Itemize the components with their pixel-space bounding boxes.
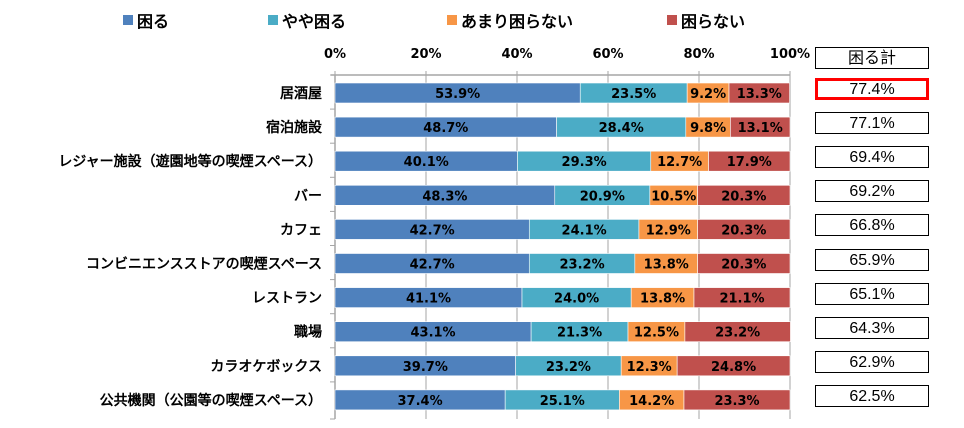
data-label: 48.3%	[422, 189, 467, 204]
category-label: レストラン	[252, 291, 322, 307]
total-value: 62.9%	[815, 350, 929, 373]
data-label: 42.7%	[410, 258, 455, 273]
data-label: 42.7%	[410, 223, 455, 238]
data-label: 53.9%	[435, 87, 480, 102]
totals-header: 困る計	[815, 47, 929, 69]
total-value-highlighted: 77.4%	[815, 78, 929, 100]
bar-segment	[697, 219, 791, 240]
data-label: 29.3%	[562, 155, 607, 170]
data-label: 37.4%	[398, 394, 443, 409]
bar-segment	[697, 253, 791, 274]
data-label: 13.1%	[738, 121, 783, 136]
data-label: 9.8%	[690, 121, 726, 136]
data-label: 21.3%	[557, 326, 602, 341]
bar-segment	[676, 355, 791, 377]
bar-segment	[728, 82, 790, 104]
total-value: 77.1%	[815, 112, 929, 135]
data-label: 41.1%	[406, 292, 451, 307]
total-value: 66.8%	[815, 214, 929, 237]
data-label: 20.3%	[721, 189, 766, 204]
legend-item-komaru: 困る	[123, 8, 169, 32]
category-label: レジャー施設（遊園地等の喫煙スペース）	[58, 153, 322, 170]
legend-item-komaranai: 困らない	[667, 8, 745, 32]
legend-swatch-komaru	[123, 15, 133, 25]
category-label: コンビニエンスストアの喫煙スペース	[86, 256, 322, 273]
legend-label: 困る	[137, 12, 170, 31]
data-label: 23.2%	[546, 360, 591, 375]
data-label: 13.8%	[644, 258, 689, 273]
category-label: 公共機関（公園等の喫煙スペース）	[100, 392, 322, 409]
bar-segment	[730, 116, 791, 138]
legend-swatch-komaranai	[667, 15, 677, 25]
data-label: 21.1%	[719, 292, 764, 307]
data-label: 40.1%	[404, 155, 449, 170]
bar-segment	[693, 287, 791, 308]
data-label: 13.3%	[737, 87, 782, 102]
legend-item-amari-komaranai: あまり困らない	[447, 8, 573, 32]
total-value: 65.9%	[815, 248, 929, 271]
total-value: 62.5%	[815, 384, 929, 407]
data-label: 20.3%	[721, 223, 766, 238]
data-label: 24.8%	[711, 360, 756, 375]
x-tick-label: 60%	[592, 47, 623, 62]
data-label: 20.9%	[580, 189, 625, 204]
data-label: 48.7%	[423, 121, 468, 136]
legend-item-yaya-komaru: やや困る	[268, 8, 346, 32]
legend-label: やや困る	[282, 12, 347, 31]
category-label: 居酒屋	[280, 86, 322, 102]
data-label: 12.7%	[657, 155, 702, 170]
total-value: 69.2%	[815, 180, 929, 203]
legend-swatch-yaya-komaru	[268, 15, 278, 25]
bar-segment	[697, 185, 791, 206]
data-label: 12.9%	[646, 223, 691, 238]
data-label: 23.2%	[560, 258, 605, 273]
data-label: 25.1%	[540, 394, 585, 409]
category-label: カラオケボックス	[210, 359, 322, 375]
x-tick-label: 20%	[410, 47, 441, 62]
data-label: 20.3%	[721, 258, 766, 273]
x-tick-label: 0%	[324, 47, 346, 62]
bar-segment	[708, 150, 791, 172]
data-label: 28.4%	[599, 121, 644, 136]
category-label: 職場	[294, 324, 322, 341]
data-label: 24.1%	[562, 223, 607, 238]
data-label: 14.2%	[629, 394, 674, 409]
chart-legend: 困る やや困る あまり困らない 困らない	[0, 8, 964, 36]
data-label: 12.5%	[634, 326, 679, 341]
data-label: 23.3%	[714, 394, 759, 409]
data-label: 23.2%	[715, 326, 760, 341]
legend-label: 困らない	[681, 12, 746, 31]
data-label: 12.3%	[627, 360, 672, 375]
data-label: 10.5%	[651, 189, 696, 204]
data-label: 13.8%	[640, 292, 685, 307]
bar-segment	[683, 389, 791, 411]
data-label: 9.2%	[690, 87, 726, 102]
category-label: カフェ	[280, 222, 322, 238]
x-tick-label: 100%	[770, 47, 810, 62]
legend-swatch-amari-komaranai	[447, 15, 457, 25]
category-label: 宿泊施設	[266, 119, 323, 136]
data-label: 43.1%	[410, 326, 455, 341]
legend-label: あまり困らない	[461, 12, 574, 31]
total-value: 65.1%	[815, 282, 929, 305]
data-label: 39.7%	[403, 360, 448, 375]
x-tick-label: 80%	[683, 47, 714, 62]
data-label: 24.0%	[554, 292, 599, 307]
data-label: 17.9%	[727, 155, 772, 170]
total-value: 69.4%	[815, 146, 929, 169]
x-tick-label: 40%	[501, 47, 532, 62]
category-label: バー	[294, 188, 322, 204]
total-value: 64.3%	[815, 316, 929, 339]
bar-segment	[684, 321, 791, 343]
data-label: 23.5%	[611, 87, 656, 102]
